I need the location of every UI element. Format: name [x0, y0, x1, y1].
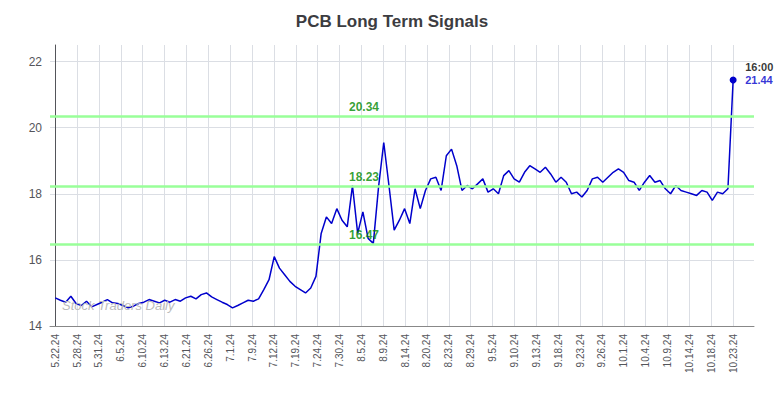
- svg-text:18: 18: [29, 187, 43, 201]
- svg-text:9.5.24: 9.5.24: [487, 334, 498, 362]
- svg-text:9.26.24: 9.26.24: [596, 334, 607, 368]
- svg-text:22: 22: [29, 55, 43, 69]
- svg-text:10.14.24: 10.14.24: [684, 334, 695, 373]
- svg-text:PCB Long Term Signals: PCB Long Term Signals: [296, 12, 488, 31]
- svg-text:7.9.24: 7.9.24: [247, 334, 258, 362]
- svg-text:10.23.24: 10.23.24: [728, 334, 739, 373]
- svg-text:6.26.24: 6.26.24: [203, 334, 214, 368]
- svg-text:16:00: 16:00: [745, 61, 773, 73]
- svg-text:7.24.24: 7.24.24: [312, 334, 323, 368]
- svg-text:9.13.24: 9.13.24: [531, 334, 542, 368]
- svg-text:9.18.24: 9.18.24: [553, 334, 564, 368]
- svg-text:7.30.24: 7.30.24: [334, 334, 345, 368]
- svg-text:20: 20: [29, 121, 43, 135]
- svg-text:7.19.24: 7.19.24: [290, 334, 301, 368]
- svg-text:10.1.24: 10.1.24: [618, 334, 629, 368]
- svg-text:10.18.24: 10.18.24: [706, 334, 717, 373]
- svg-text:6.13.24: 6.13.24: [159, 334, 170, 368]
- svg-text:10.9.24: 10.9.24: [662, 334, 673, 368]
- svg-text:21.44: 21.44: [745, 74, 773, 86]
- svg-text:6.21.24: 6.21.24: [181, 334, 192, 368]
- svg-text:7.1.24: 7.1.24: [225, 334, 236, 362]
- svg-text:16.47: 16.47: [349, 228, 379, 242]
- svg-text:8.5.24: 8.5.24: [356, 334, 367, 362]
- svg-text:9.23.24: 9.23.24: [575, 334, 586, 368]
- svg-text:16: 16: [29, 253, 43, 267]
- svg-text:8.14.24: 8.14.24: [400, 334, 411, 368]
- svg-text:8.9.24: 8.9.24: [378, 334, 389, 362]
- svg-text:14: 14: [29, 319, 43, 333]
- svg-text:7.12.24: 7.12.24: [268, 334, 279, 368]
- svg-text:10.4.24: 10.4.24: [640, 334, 651, 368]
- svg-text:8.23.24: 8.23.24: [443, 334, 454, 368]
- svg-text:5.22.24: 5.22.24: [50, 334, 61, 368]
- svg-text:8.20.24: 8.20.24: [421, 334, 432, 368]
- svg-text:8.29.24: 8.29.24: [465, 334, 476, 368]
- svg-text:5.31.24: 5.31.24: [93, 334, 104, 368]
- svg-text:Stock Traders Daily: Stock Traders Daily: [62, 298, 176, 313]
- svg-text:18.23: 18.23: [349, 170, 379, 184]
- svg-text:5.28.24: 5.28.24: [72, 334, 83, 368]
- svg-text:6.10.24: 6.10.24: [137, 334, 148, 368]
- svg-text:6.5.24: 6.5.24: [115, 334, 126, 362]
- svg-text:20.34: 20.34: [349, 100, 379, 114]
- svg-text:9.10.24: 9.10.24: [509, 334, 520, 368]
